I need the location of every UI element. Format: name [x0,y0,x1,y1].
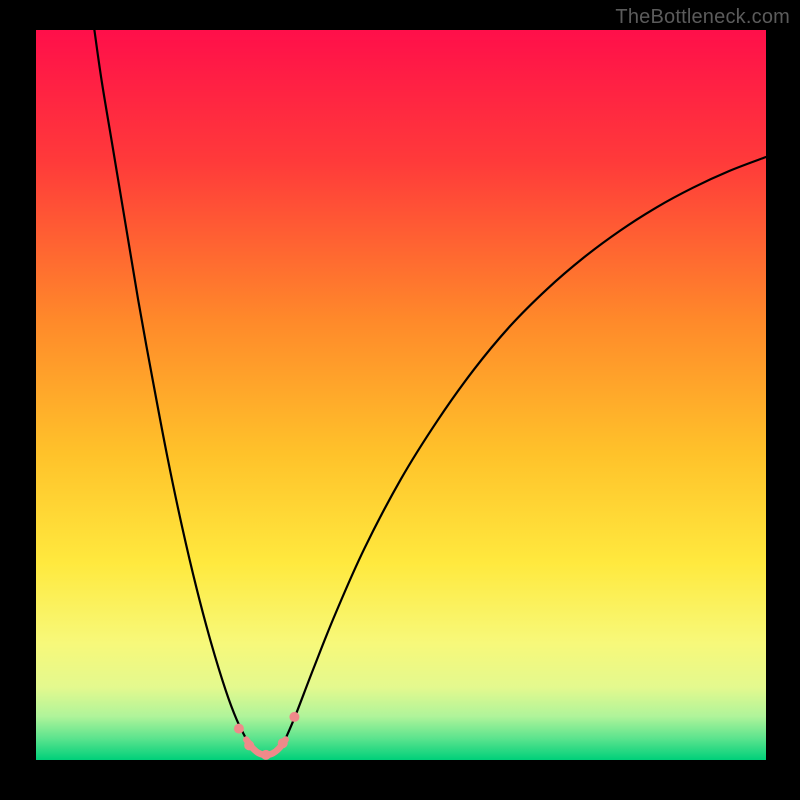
plot-region [36,30,766,760]
marker-3 [278,738,288,748]
marker-0 [234,724,244,734]
curve-left_branch [94,30,247,742]
curve-right_branch [284,157,766,742]
marker-2 [261,750,271,760]
marker-1 [244,740,254,750]
root: TheBottleneck.com [0,0,800,800]
marker-4 [289,712,299,722]
curve-layer [36,30,766,760]
watermark: TheBottleneck.com [615,6,790,29]
